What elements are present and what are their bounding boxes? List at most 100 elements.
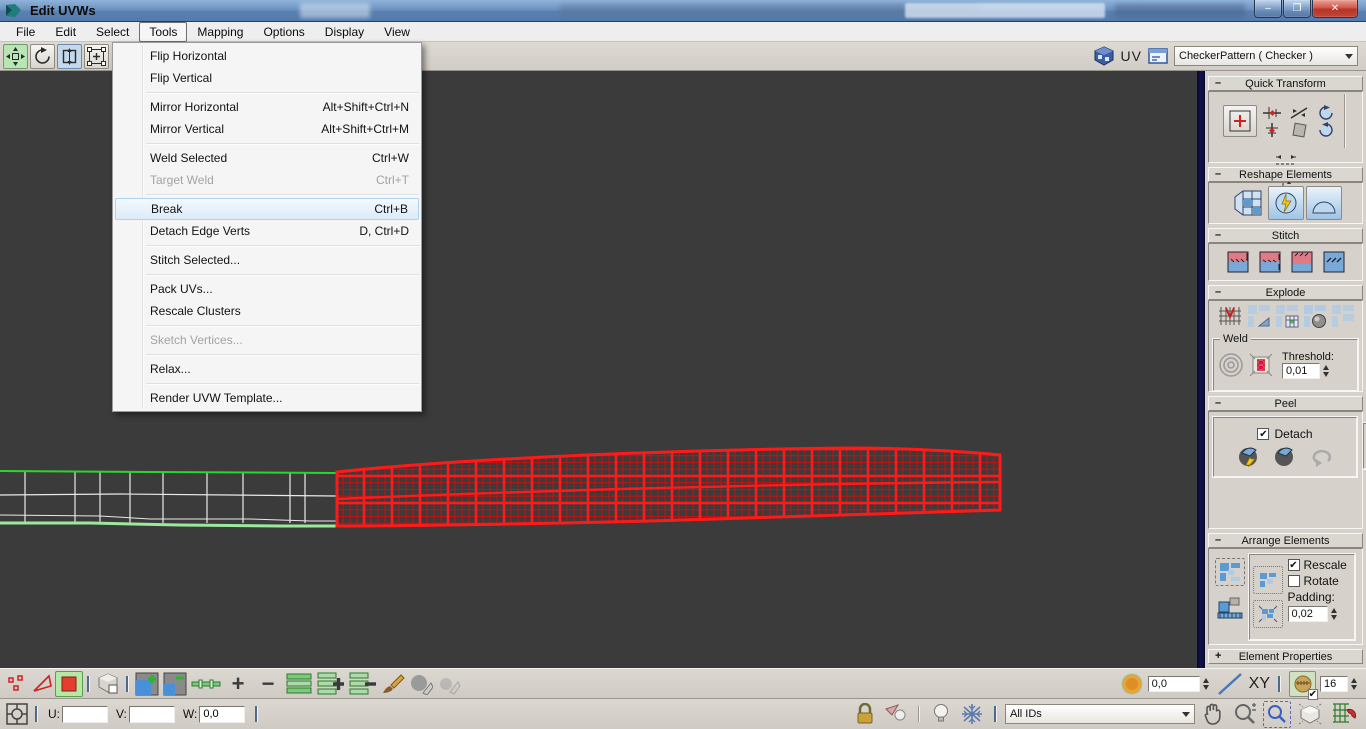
options-dialog-icon[interactable] xyxy=(1148,48,1168,64)
menu-tools[interactable]: Tools xyxy=(139,21,188,42)
menu-select[interactable]: Select xyxy=(96,24,130,39)
freeform-tool-button[interactable] xyxy=(84,43,109,69)
scale-tool-button[interactable] xyxy=(57,43,82,69)
menu-file[interactable]: File xyxy=(16,24,36,39)
zoom-extents-button[interactable] xyxy=(1295,701,1325,728)
target-weld-button[interactable] xyxy=(1216,350,1246,380)
grid-size-spinner[interactable]: 16 xyxy=(1320,675,1359,692)
menu-view[interactable]: View xyxy=(384,24,410,39)
spinner-up[interactable] xyxy=(1322,364,1331,371)
vertex-mode-button[interactable] xyxy=(3,672,29,696)
menu-item-stitch-selected[interactable]: Stitch Selected... xyxy=(150,253,241,267)
face-mode-button[interactable] xyxy=(55,670,83,697)
detach-checkbox[interactable]: ✔ xyxy=(1257,427,1270,440)
menu-mapping[interactable]: Mapping xyxy=(197,24,244,39)
falloff-curve-icon[interactable] xyxy=(1215,672,1245,696)
zoom-button[interactable] xyxy=(1231,701,1259,728)
rotate-checkbox[interactable] xyxy=(1287,575,1300,587)
material-id-dropdown[interactable]: All IDs xyxy=(1005,704,1195,724)
grow-selection-button[interactable] xyxy=(133,671,161,697)
align-vertical-button[interactable] xyxy=(1259,122,1285,138)
spinner-down[interactable] xyxy=(1330,614,1339,621)
spinner-up[interactable] xyxy=(1330,607,1339,614)
shrink-selection-button[interactable] xyxy=(161,671,189,697)
close-button[interactable]: ✕ xyxy=(1312,0,1358,18)
loop-grow-button[interactable] xyxy=(315,671,347,697)
zoom-region-button[interactable] xyxy=(1263,700,1291,728)
soft-selection-falloff-spinner[interactable]: 0,0 xyxy=(1147,675,1211,692)
snap-toggle-button[interactable]: ✔ xyxy=(1289,670,1318,700)
padding-spinner[interactable]: 0,02 xyxy=(1287,606,1347,622)
relax-button[interactable] xyxy=(1305,186,1342,220)
edge-mode-button[interactable] xyxy=(29,672,55,696)
spinner-down[interactable] xyxy=(1322,371,1331,378)
quick-peel-button[interactable] xyxy=(1235,444,1263,468)
soft-selection-icon[interactable] xyxy=(1120,672,1144,696)
flatten-by-material-button[interactable] xyxy=(1274,303,1300,329)
menu-item-mirror-vertical[interactable]: Mirror Vertical Alt+Shift+Ctrl+M xyxy=(150,122,409,136)
ring-grow-button[interactable]: + xyxy=(231,670,245,696)
spinner-up[interactable] xyxy=(1202,677,1211,684)
menu-item-detach-edge-verts[interactable]: Detach Edge Verts D, Ctrl+D xyxy=(150,224,409,238)
flatten-by-angle-button[interactable] xyxy=(1246,303,1272,329)
stitch-to-target-button[interactable] xyxy=(1288,249,1315,275)
snap-grid-magnet-button[interactable] xyxy=(1329,701,1359,728)
rollout-header[interactable]: – Explode xyxy=(1208,285,1363,300)
stitch-average-button[interactable] xyxy=(1256,249,1283,275)
v-input[interactable] xyxy=(128,705,175,723)
align-to-edge-button[interactable] xyxy=(1286,105,1312,121)
flatten-custom-button[interactable] xyxy=(1330,303,1356,329)
padding-value[interactable]: 0,02 xyxy=(1287,606,1328,622)
grid-size-value[interactable]: 16 xyxy=(1320,675,1348,692)
ring-shrink-button[interactable]: − xyxy=(261,670,275,696)
select-edge-loop-button[interactable] xyxy=(283,671,315,697)
flatten-by-smoothing-button[interactable] xyxy=(1302,303,1328,329)
peel-mode-button[interactable] xyxy=(1271,444,1299,468)
stitch-source-button[interactable] xyxy=(1320,249,1347,275)
menu-edit[interactable]: Edit xyxy=(55,24,77,39)
select-element-button[interactable] xyxy=(94,671,122,697)
brightness-toggle-button[interactable] xyxy=(928,701,954,727)
pack-full-button[interactable] xyxy=(1252,600,1283,628)
move-tool-button[interactable] xyxy=(3,43,28,69)
peel-reset-button[interactable] xyxy=(1307,444,1335,468)
w-input[interactable] xyxy=(199,705,246,723)
select-edge-ring-button[interactable] xyxy=(189,672,223,696)
show-map-cube-icon[interactable] xyxy=(1093,46,1115,66)
reshape-grid-button[interactable] xyxy=(1230,186,1266,220)
rollout-header[interactable]: – Stitch xyxy=(1208,228,1363,243)
maximize-button[interactable]: ❐ xyxy=(1283,0,1311,18)
freeze-toggle-button[interactable] xyxy=(958,701,986,727)
rotate-tool-button[interactable] xyxy=(30,43,55,69)
pan-button[interactable] xyxy=(1199,701,1227,728)
align-horizontal-button[interactable] xyxy=(1259,105,1285,121)
highlight-selection-button[interactable] xyxy=(882,701,910,727)
loop-shrink-button[interactable] xyxy=(347,671,379,697)
falloff-value[interactable]: 0,0 xyxy=(1147,675,1200,692)
rotate-90-cw-button[interactable] xyxy=(1313,122,1339,138)
rescale-checkbox[interactable]: ✔ xyxy=(1287,559,1300,571)
rollout-header[interactable]: – Peel xyxy=(1208,396,1363,411)
menu-item-flip-horizontal[interactable]: Flip Horizontal xyxy=(150,49,227,63)
break-by-smoothing-button[interactable] xyxy=(1216,303,1244,329)
menu-item-mirror-horizontal[interactable]: Mirror Horizontal Alt+Shift+Ctrl+N xyxy=(150,100,409,114)
paint-select-brush-button[interactable] xyxy=(379,671,407,697)
menu-item-weld-selected[interactable]: Weld Selected Ctrl+W xyxy=(150,151,409,165)
menu-item-break[interactable]: Break Ctrl+B xyxy=(115,198,419,220)
u-input[interactable] xyxy=(62,705,108,723)
spinner-up[interactable] xyxy=(1350,677,1359,684)
stitch-custom-button[interactable] xyxy=(1224,249,1251,275)
menu-item-relax[interactable]: Relax... xyxy=(150,362,191,376)
menu-display[interactable]: Display xyxy=(324,24,365,39)
rotate-90-ccw-button[interactable] xyxy=(1313,105,1339,121)
free-rotate-button[interactable] xyxy=(1286,122,1312,138)
paint-select-plus-button[interactable] xyxy=(407,671,435,697)
uvw-channel-label[interactable]: UV xyxy=(1120,48,1142,64)
rollout-header[interactable]: – Quick Transform xyxy=(1208,76,1363,91)
rescale-elements-button[interactable] xyxy=(1215,594,1245,622)
lock-selection-button[interactable] xyxy=(852,701,878,727)
relax-until-flat-button[interactable] xyxy=(1267,186,1304,220)
menu-item-render-uvw-template[interactable]: Render UVW Template... xyxy=(150,391,283,405)
threshold-value[interactable]: 0,01 xyxy=(1282,363,1320,379)
menu-item-pack-uvs[interactable]: Pack UVs... xyxy=(150,282,213,296)
